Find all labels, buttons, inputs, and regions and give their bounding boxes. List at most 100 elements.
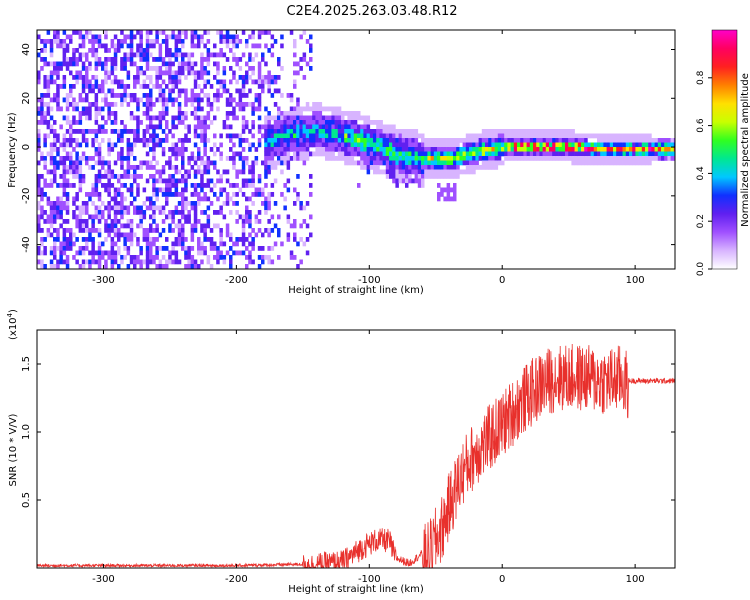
heatmap-cell (401, 151, 406, 157)
heatmap-cell (53, 70, 57, 76)
heatmap-cell (331, 111, 335, 116)
heatmap-cell (296, 97, 300, 103)
heatmap-cell (152, 43, 156, 49)
heatmap-cell (200, 169, 204, 175)
heatmap-cell (133, 259, 137, 265)
heatmap-cell (453, 169, 457, 175)
heatmap-cell (40, 210, 44, 215)
heatmap-cell (126, 84, 131, 89)
heatmap-cell (126, 169, 131, 175)
heatmap-cell (181, 52, 185, 58)
heatmap-cell (142, 160, 147, 166)
heatmap-cell (395, 129, 399, 134)
heatmap-cell (123, 57, 127, 62)
heatmap-cell (558, 156, 563, 161)
heatmap-cell (229, 196, 233, 202)
heatmap-cell (245, 93, 249, 98)
heatmap-cell (325, 120, 329, 125)
heatmap-cell (78, 228, 83, 233)
heatmap-cell (145, 43, 150, 49)
heatmap-cell (152, 142, 156, 148)
heatmap-cell (197, 39, 201, 44)
heatmap-cell (75, 151, 79, 157)
heatmap-cell (168, 228, 172, 233)
heatmap-cell (648, 147, 652, 152)
heatmap-cell (85, 97, 89, 103)
heatmap-cell (318, 147, 323, 152)
heatmap-cell (101, 66, 105, 71)
heatmap-cell (62, 61, 67, 67)
heatmap-cell (117, 129, 121, 134)
heatmap-cell (254, 97, 259, 103)
heatmap-cell (600, 151, 604, 157)
heatmap-cell (238, 169, 243, 175)
heatmap-cell (568, 133, 572, 139)
heatmap-cell (85, 241, 89, 247)
heatmap-cell (129, 183, 134, 188)
heatmap-cell (241, 165, 246, 170)
heatmap-cell (145, 264, 150, 269)
heatmap-cell (632, 133, 636, 139)
heatmap-cell (536, 138, 540, 143)
heatmap-cell (65, 192, 70, 197)
heatmap-cell (65, 61, 70, 67)
heatmap-cell (91, 138, 95, 143)
heatmap-cell (241, 241, 246, 247)
heatmap-cell (456, 147, 460, 152)
heatmap-cell (568, 142, 572, 148)
heatmap-cell (232, 241, 236, 247)
heatmap-cell (277, 106, 281, 112)
heatmap-cell (136, 70, 140, 76)
heatmap-cell (171, 228, 175, 233)
heatmap-cell (88, 111, 92, 116)
heatmap-cell (616, 138, 620, 143)
heatmap-cell (366, 156, 371, 161)
heatmap-cell (309, 174, 313, 179)
heatmap-cell (555, 147, 559, 152)
heatmap-cell (248, 34, 252, 40)
heatmap-cell (251, 169, 255, 175)
heatmap-cell (161, 264, 166, 269)
heatmap-cell (126, 205, 131, 211)
heatmap-cell (456, 156, 460, 161)
heatmap-cell (187, 124, 191, 130)
heatmap-cell (542, 156, 547, 161)
heatmap-cell (673, 156, 675, 161)
heatmap-cell (325, 124, 329, 130)
heatmap-cell (94, 210, 99, 215)
heatmap-cell (152, 165, 156, 170)
heatmap-cell (251, 106, 255, 112)
heatmap-cell (165, 97, 169, 103)
y-tick-label: 20 (21, 92, 32, 105)
heatmap-cell (449, 174, 454, 179)
heatmap-cell (241, 79, 246, 85)
heatmap-cell (286, 115, 291, 121)
heatmap-cell (325, 156, 329, 161)
heatmap-cell (75, 57, 79, 62)
heatmap-cell (657, 147, 662, 152)
heatmap-cell (181, 156, 185, 161)
heatmap-cell (581, 133, 585, 139)
heatmap-cell (248, 165, 252, 170)
heatmap-cell (590, 133, 595, 139)
heatmap-cell (549, 129, 553, 134)
heatmap-cell (168, 88, 172, 94)
heatmap-cell (296, 196, 300, 202)
heatmap-cell (49, 61, 54, 67)
heatmap-cell (273, 223, 278, 229)
heatmap-cell (174, 43, 179, 49)
heatmap-cell (613, 160, 617, 166)
heatmap-cell (81, 237, 86, 242)
heatmap-cell (331, 120, 335, 125)
heatmap-cell (40, 174, 44, 179)
heatmap-cell (325, 115, 329, 121)
heatmap-cell (97, 214, 102, 220)
heatmap-cell (302, 30, 307, 35)
heatmap-cell (165, 214, 169, 220)
heatmap-cell (219, 192, 223, 197)
heatmap-cell (571, 142, 575, 148)
heatmap-cell (81, 52, 86, 58)
heatmap-cell (200, 57, 204, 62)
heatmap-cell (376, 142, 380, 148)
heatmap-cell (673, 142, 675, 148)
